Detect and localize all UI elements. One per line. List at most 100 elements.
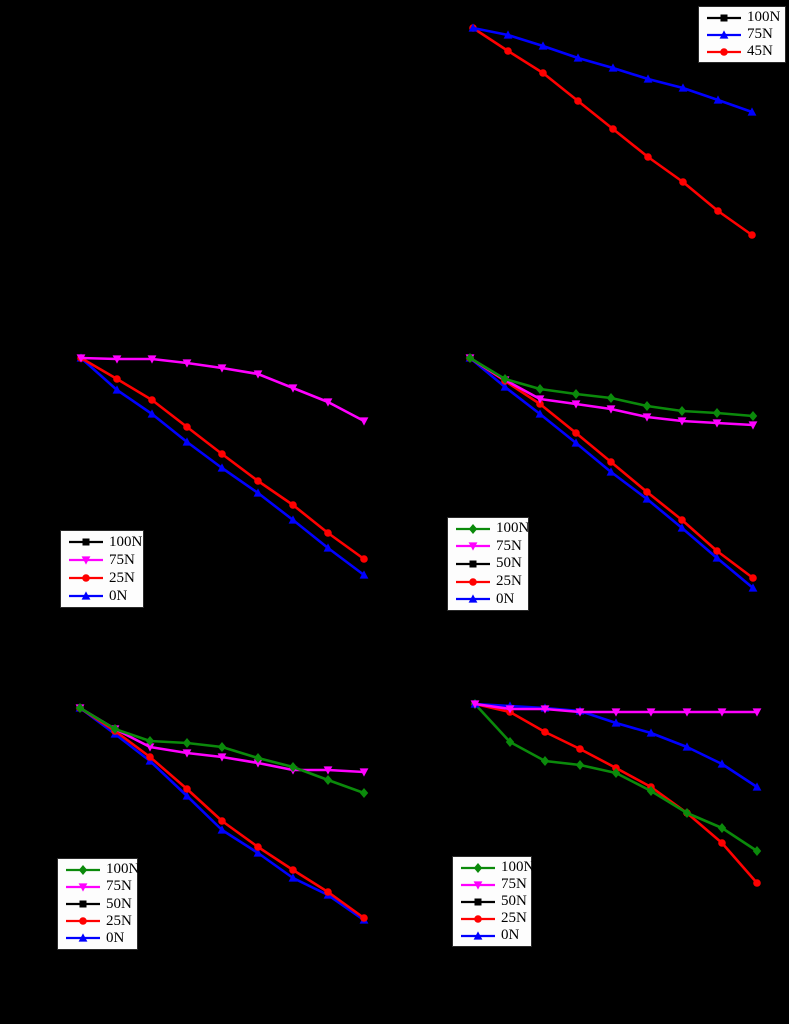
circle-marker-icon <box>289 866 297 874</box>
diamond-marker-icon <box>505 737 515 747</box>
legend-swatch <box>461 914 495 923</box>
circle-marker-icon <box>539 69 547 77</box>
triangle-down-marker-icon <box>217 364 227 373</box>
triangle-down-marker-icon <box>288 384 298 393</box>
legend-swatch <box>456 594 490 603</box>
circle-marker-icon <box>714 207 722 215</box>
triangle-up-marker-icon <box>288 873 298 882</box>
legend-item: 75N <box>65 878 133 895</box>
legend-label: 75N <box>106 878 132 895</box>
triangle-down-marker-icon <box>359 417 369 426</box>
legend-bottom-left: 100N 75N 50N 25N 0N <box>57 858 139 950</box>
circle-marker-icon <box>536 400 544 408</box>
legend-swatch <box>461 930 495 940</box>
triangle-up-marker-icon <box>81 591 91 600</box>
circle-marker-icon <box>148 396 156 404</box>
legend-item: 25N <box>455 573 524 591</box>
triangle-up-marker-icon <box>719 29 729 39</box>
subplot-middle-left <box>76 353 369 579</box>
triangle-up-marker-icon <box>678 83 688 92</box>
legend-label: 75N <box>109 551 135 568</box>
diamond-marker-icon <box>540 756 550 766</box>
diamond-marker-icon <box>535 384 545 394</box>
circle-marker-icon <box>113 375 121 383</box>
triangle-down-marker-icon <box>112 355 122 364</box>
circle-marker-icon <box>572 429 580 437</box>
legend-swatch <box>707 14 741 21</box>
legend-swatch <box>456 542 490 551</box>
legend-item: 100N <box>460 859 534 876</box>
triangle-up-marker-icon <box>682 742 692 751</box>
triangle-up-marker-icon <box>147 409 157 418</box>
triangle-up-marker-icon <box>677 523 687 532</box>
legend-item: 0N <box>460 927 527 944</box>
legend-swatch <box>456 560 490 568</box>
triangle-down-marker-icon <box>540 705 550 714</box>
legend-swatch <box>69 574 103 582</box>
legend-swatch <box>66 933 100 943</box>
triangle-down-marker-icon <box>575 708 585 717</box>
triangle-down-marker-icon <box>505 705 515 714</box>
triangle-down-marker-icon <box>359 768 369 777</box>
legend-swatch <box>69 538 103 546</box>
legend-top-right: 100N 75N 45N <box>698 6 786 63</box>
diamond-marker-icon <box>682 808 692 818</box>
circle-marker-icon <box>183 785 191 793</box>
legend-swatch <box>69 591 103 600</box>
legend-label: 25N <box>501 910 527 926</box>
triangle-up-marker-icon <box>323 543 333 552</box>
circle-marker-icon <box>504 47 512 55</box>
diamond-marker-icon <box>677 406 687 416</box>
legend-item: 75N <box>68 551 139 569</box>
legend-item: 45N <box>706 43 781 60</box>
triangle-up-marker-icon <box>503 30 513 39</box>
triangle-down-marker-icon <box>752 708 762 717</box>
triangle-down-marker-icon <box>147 355 157 364</box>
square-marker-icon <box>82 538 90 546</box>
legend-bottom-right: 100N 75N 50N 25N 0N <box>452 856 534 947</box>
triangle-up-marker-icon <box>752 782 762 791</box>
triangle-down-marker-icon <box>682 708 692 717</box>
triangle-down-marker-icon <box>253 759 263 768</box>
subplot-top-right <box>468 23 757 239</box>
triangle-up-marker-icon <box>538 41 548 50</box>
triangle-up-marker-icon <box>747 107 757 116</box>
triangle-up-marker-icon <box>253 848 263 857</box>
triangle-up-marker-icon <box>112 385 122 394</box>
circle-marker-icon <box>183 423 191 431</box>
triangle-down-marker-icon <box>677 417 687 426</box>
diamond-marker-icon <box>646 786 656 796</box>
legend-label: 0N <box>109 587 128 604</box>
triangle-down-marker-icon <box>606 405 616 414</box>
diamond-marker-icon <box>288 762 298 772</box>
legend-swatch <box>707 47 741 56</box>
triangle-up-marker-icon <box>217 463 227 472</box>
legend-swatch <box>69 556 103 565</box>
diamond-marker-icon <box>571 389 581 399</box>
triangle-down-marker-icon <box>535 395 545 404</box>
legend-swatch <box>66 900 100 908</box>
diamond-marker-icon <box>78 864 88 875</box>
legend-swatch <box>456 577 490 586</box>
triangle-up-marker-icon <box>608 63 618 72</box>
circle-marker-icon <box>79 917 87 926</box>
triangle-up-marker-icon <box>535 409 545 418</box>
legend-swatch <box>66 883 100 892</box>
circle-marker-icon <box>82 574 90 582</box>
circle-marker-icon <box>469 577 477 586</box>
circle-marker-icon <box>643 488 651 496</box>
triangle-down-marker-icon <box>646 708 656 717</box>
triangle-down-marker-icon <box>712 419 722 428</box>
triangle-down-marker-icon <box>81 556 91 565</box>
legend-item: 50N <box>460 893 527 910</box>
triangle-down-marker-icon <box>571 400 581 409</box>
triangle-down-marker-icon <box>642 413 652 422</box>
triangle-up-marker-icon <box>611 718 621 727</box>
triangle-up-marker-icon <box>182 791 192 800</box>
diamond-marker-icon <box>642 401 652 411</box>
triangle-up-marker-icon <box>288 515 298 524</box>
triangle-up-marker-icon <box>748 583 758 592</box>
legend-item: 0N <box>65 930 133 947</box>
legend-label: 100N <box>501 859 535 875</box>
